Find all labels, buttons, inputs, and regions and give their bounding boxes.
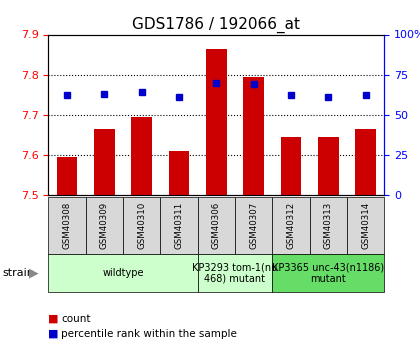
Text: GSM40311: GSM40311 <box>174 201 184 249</box>
Text: wildtype: wildtype <box>102 268 144 278</box>
Text: GSM40308: GSM40308 <box>63 201 71 249</box>
Text: GSM40312: GSM40312 <box>286 201 295 249</box>
Title: GDS1786 / 192066_at: GDS1786 / 192066_at <box>132 17 300 33</box>
Text: strain: strain <box>2 268 34 278</box>
Bar <box>318 137 339 195</box>
Bar <box>169 151 189 195</box>
Text: ■: ■ <box>48 329 59 338</box>
Bar <box>94 129 115 195</box>
Text: ▶: ▶ <box>29 266 38 279</box>
Text: GSM40309: GSM40309 <box>100 201 109 249</box>
Text: GSM40310: GSM40310 <box>137 201 146 249</box>
Text: GSM40307: GSM40307 <box>249 201 258 249</box>
Bar <box>57 157 77 195</box>
Text: percentile rank within the sample: percentile rank within the sample <box>61 329 237 338</box>
Text: GSM40306: GSM40306 <box>212 201 221 249</box>
Bar <box>355 129 376 195</box>
Text: ■: ■ <box>48 314 59 324</box>
Text: GSM40314: GSM40314 <box>361 201 370 249</box>
Bar <box>243 77 264 195</box>
Bar <box>281 137 301 195</box>
Text: KP3293 tom-1(nu
468) mutant: KP3293 tom-1(nu 468) mutant <box>192 262 278 284</box>
Text: count: count <box>61 314 90 324</box>
Text: GSM40313: GSM40313 <box>324 201 333 249</box>
Text: KP3365 unc-43(n1186)
mutant: KP3365 unc-43(n1186) mutant <box>272 262 384 284</box>
Bar <box>131 117 152 195</box>
Bar <box>206 49 226 195</box>
